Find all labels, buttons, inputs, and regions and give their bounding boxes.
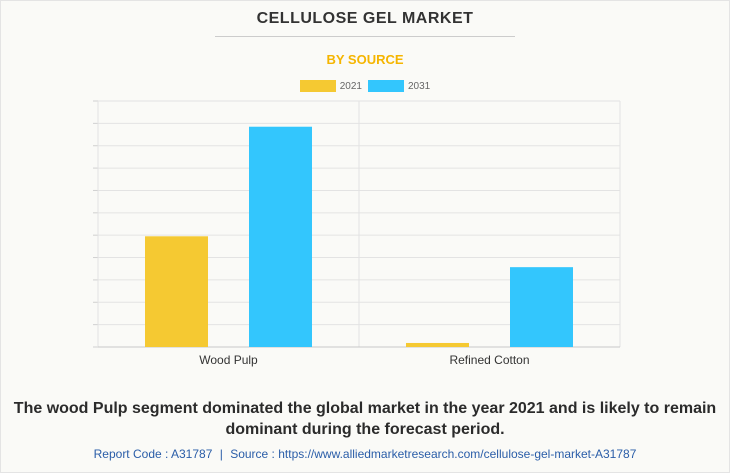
bar-refined-cotton-2031[interactable] (510, 267, 573, 347)
legend-item-2021[interactable]: 2021 (299, 80, 362, 92)
legend-swatch-2031 (368, 80, 404, 92)
report-code: Report Code : A31787 (93, 447, 213, 461)
legend-swatch-2021 (299, 80, 336, 92)
x-tick-label-refined-cotton: Refined Cotton (449, 353, 529, 367)
x-tick-label-wood-pulp: Wood Pulp (199, 353, 258, 367)
bar-refined-cotton-2021[interactable] (406, 342, 469, 347)
bar-wood-pulp-2021[interactable] (145, 236, 208, 347)
legend-label-2031: 2031 (408, 80, 431, 92)
bar-chart: Wood Pulp Refined Cotton (93, 100, 621, 367)
chart-subtitle: BY SOURCE (326, 52, 404, 67)
source-link[interactable]: Source : https://www.alliedmarketresearc… (230, 447, 637, 461)
source-separator: | (219, 447, 223, 461)
legend-label-2021: 2021 (339, 80, 362, 92)
summary-text: The wood Pulp segment dominated the glob… (13, 400, 717, 438)
legend: 2021 2031 (0, 80, 730, 92)
title-divider (215, 36, 515, 37)
chart-title: CELLULOSE GEL MARKET (256, 10, 474, 27)
source-line: Report Code : A31787 | Source : https://… (0, 447, 730, 461)
bar-wood-pulp-2031[interactable] (249, 126, 312, 347)
legend-item-2031[interactable]: 2031 (368, 80, 430, 92)
